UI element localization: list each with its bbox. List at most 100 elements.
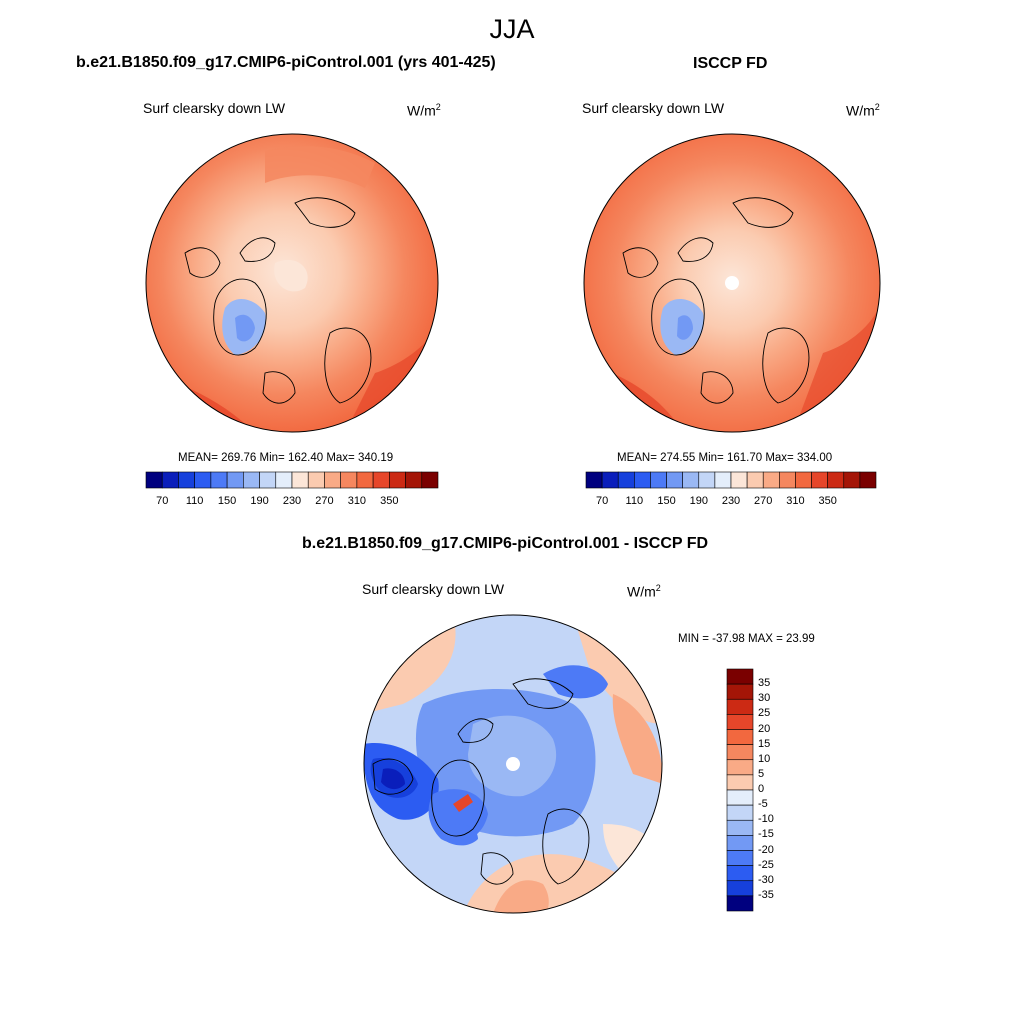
colorbar-swatch <box>726 714 754 730</box>
diff-units-label: W/m2 <box>627 583 661 600</box>
colorbar-tick-label: 270 <box>754 495 773 507</box>
colorbar-swatch <box>779 471 796 489</box>
colorbar-swatch <box>243 471 260 489</box>
colorbar-tick-label: -5 <box>758 798 768 811</box>
colorbar-swatch <box>601 471 619 489</box>
model-variable-label: Surf clearsky down LW <box>143 100 286 116</box>
colorbar-swatch <box>259 471 277 489</box>
colorbar-tick-label: 20 <box>758 722 771 735</box>
colorbar-tick-label: 0 <box>758 783 765 795</box>
colorbar-swatch <box>726 850 754 866</box>
obs-units-label: W/m2 <box>846 102 880 119</box>
figure-title: JJA <box>489 14 535 44</box>
diff-polar-map <box>363 614 663 914</box>
colorbar-swatch <box>682 471 700 489</box>
colorbar-swatch <box>726 789 754 806</box>
colorbar-swatch <box>859 471 877 489</box>
colorbar-tick-label: 10 <box>758 752 771 765</box>
colorbar-tick-label: -30 <box>758 873 774 886</box>
colorbar-tick-label: 25 <box>758 707 771 720</box>
colorbar-swatch <box>421 471 439 489</box>
colorbar-tick-label: 350 <box>818 495 837 507</box>
colorbar-swatch <box>405 471 423 489</box>
obs-polar-map <box>583 133 881 433</box>
colorbar-tick-label: 190 <box>689 495 708 507</box>
model-stats: MEAN= 269.76 Min= 162.40 Max= 340.19 <box>178 452 394 464</box>
colorbar-tick-label: 150 <box>657 495 676 507</box>
colorbar-swatch <box>843 471 861 489</box>
colorbar-tick-label: 230 <box>721 495 741 507</box>
colorbar-swatch <box>726 835 754 851</box>
colorbar-swatch <box>795 471 812 489</box>
colorbar-tick-label: 230 <box>282 495 302 507</box>
colorbar-tick-label: 15 <box>758 737 771 750</box>
model-panel-title: b.e21.B1850.f09_g17.CMIP6-piControl.001 … <box>76 54 496 71</box>
colorbar-swatch <box>827 471 845 489</box>
colorbar-swatch <box>178 471 195 489</box>
colorbar-swatch <box>726 774 754 791</box>
model-polar-map <box>145 133 439 433</box>
colorbar-swatch <box>811 471 828 489</box>
colorbar-swatch <box>726 819 754 836</box>
colorbar-swatch <box>356 471 374 489</box>
colorbar-tick-label: 190 <box>250 495 269 507</box>
colorbar-tick-label: -10 <box>758 813 774 826</box>
colorbar-tick-label: 150 <box>217 495 237 507</box>
model-units-label: W/m2 <box>407 102 441 119</box>
colorbar-swatch <box>726 759 754 776</box>
diff-variable-label: Surf clearsky down LW <box>362 581 505 597</box>
colorbar-swatch <box>726 895 754 912</box>
colorbar-swatch <box>226 471 244 489</box>
diff-colorbar <box>726 668 754 912</box>
colorbar-tick-label: 310 <box>347 495 367 507</box>
colorbar-swatch <box>726 698 754 715</box>
colorbar-swatch <box>698 471 716 489</box>
colorbar-swatch <box>730 471 748 489</box>
colorbar-tick-label: -15 <box>758 828 774 841</box>
obs-variable-label: Surf clearsky down LW <box>582 100 725 116</box>
colorbar-swatch <box>726 804 754 821</box>
diff-panel-title: b.e21.B1850.f09_g17.CMIP6-piControl.001 … <box>302 535 709 552</box>
model-colorbar-labels: 70 110 150 190 230 270 310 350 <box>146 495 438 509</box>
diff-stats: MIN = -37.98 MAX = 23.99 <box>678 633 815 645</box>
colorbar-swatch <box>726 683 754 700</box>
colorbar-tick-label: -20 <box>758 843 774 856</box>
colorbar-tick-label: 70 <box>595 495 609 507</box>
colorbar-swatch <box>145 471 163 489</box>
colorbar-swatch <box>210 471 228 489</box>
colorbar-swatch <box>275 471 293 489</box>
colorbar-swatch <box>372 471 390 489</box>
colorbar-swatch <box>726 880 754 897</box>
obs-colorbar <box>585 471 877 489</box>
obs-panel-title: ISCCP FD <box>693 55 768 72</box>
colorbar-tick-label: 110 <box>185 495 204 507</box>
colorbar-tick-label: -25 <box>758 858 774 871</box>
colorbar-swatch <box>726 729 754 745</box>
colorbar-tick-label: 310 <box>786 495 805 507</box>
colorbar-swatch <box>161 471 179 489</box>
colorbar-swatch <box>634 471 651 489</box>
colorbar-swatch <box>389 471 406 489</box>
colorbar-swatch <box>714 471 732 489</box>
colorbar-tick-label: 350 <box>380 495 399 507</box>
colorbar-swatch <box>746 471 764 489</box>
colorbar-swatch <box>617 471 635 489</box>
colorbar-swatch <box>666 471 683 489</box>
colorbar-swatch <box>324 471 341 489</box>
colorbar-tick-label: 35 <box>758 677 771 690</box>
obs-stats: MEAN= 274.55 Min= 161.70 Max= 334.00 <box>617 452 833 464</box>
colorbar-swatch <box>585 471 603 489</box>
model-colorbar <box>145 471 439 489</box>
colorbar-swatch <box>340 471 358 489</box>
colorbar-tick-label: 270 <box>315 495 334 507</box>
colorbar-tick-label: 30 <box>758 692 771 705</box>
colorbar-swatch <box>650 471 667 489</box>
colorbar-swatch <box>194 471 212 489</box>
colorbar-swatch <box>762 471 780 489</box>
colorbar-swatch <box>307 471 325 489</box>
colorbar-tick-label: 5 <box>758 767 765 780</box>
colorbar-swatch <box>726 744 754 761</box>
colorbar-tick-label: 70 <box>156 495 169 507</box>
colorbar-swatch <box>726 668 754 685</box>
colorbar-tick-label: 110 <box>625 495 644 507</box>
